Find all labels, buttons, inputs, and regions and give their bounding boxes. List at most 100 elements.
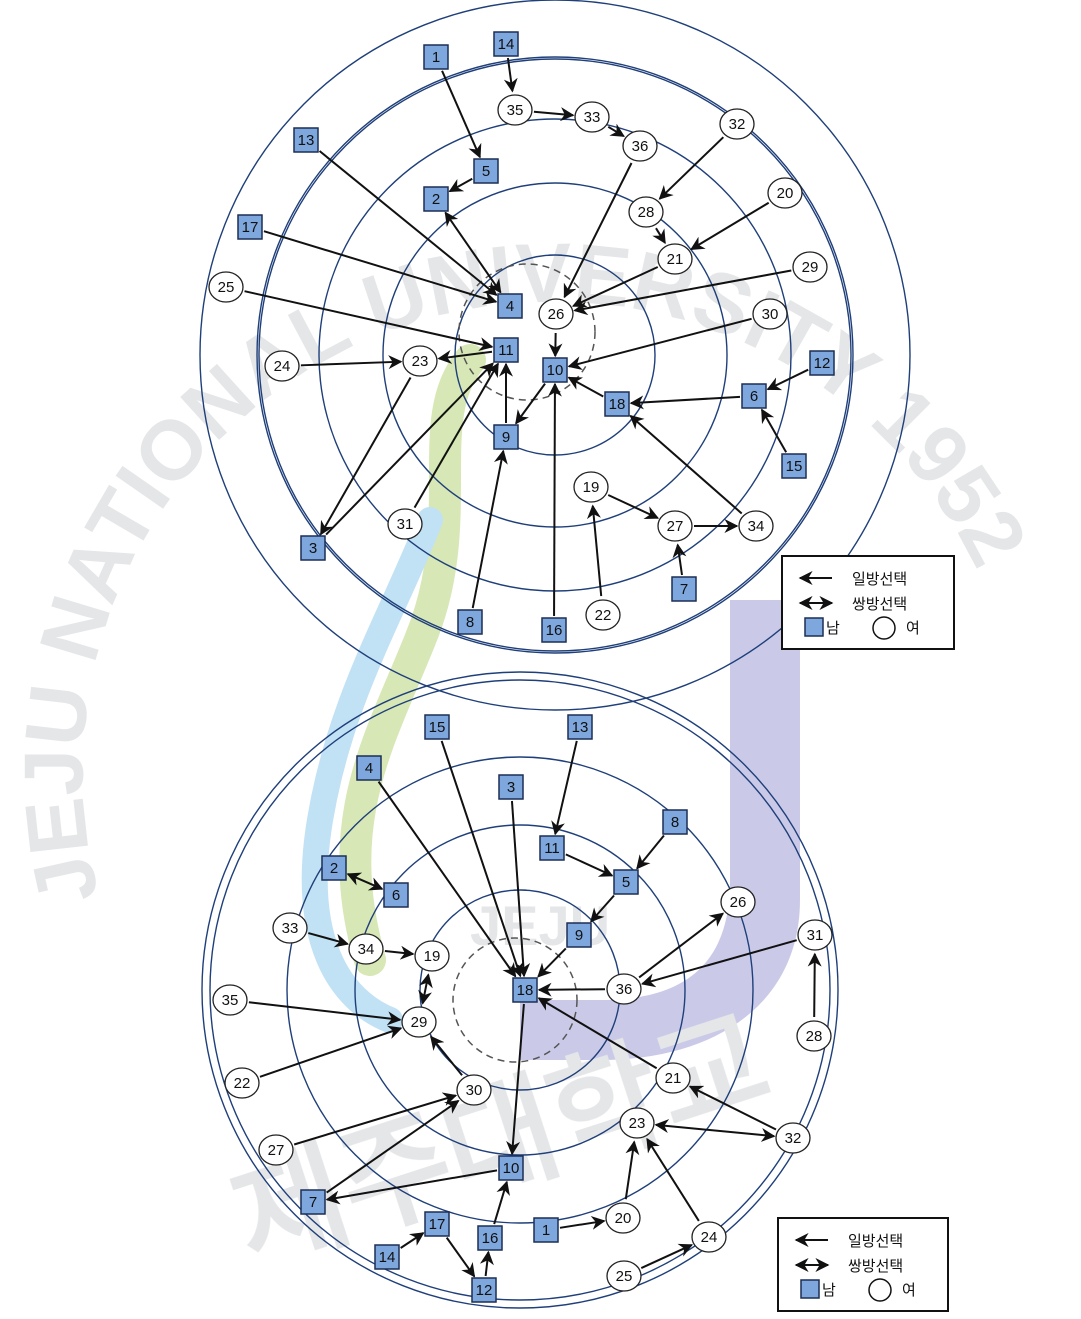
male-node-13: 13 <box>293 127 319 153</box>
male-node-12: 12 <box>471 1277 497 1303</box>
legend-one-way-label: 일방선택 <box>852 570 907 588</box>
node-number: 24 <box>701 1229 718 1246</box>
one-way-choice-edge <box>326 1100 460 1194</box>
female-node-23: 23 <box>402 345 438 377</box>
node-number: 13 <box>298 132 315 149</box>
female-node-20: 20 <box>605 1202 641 1234</box>
one-way-choice-edge <box>445 1237 476 1278</box>
female-circle <box>573 471 609 503</box>
female-node-27: 27 <box>657 510 693 542</box>
male-square <box>493 31 519 57</box>
one-way-choice-edge <box>807 952 822 1018</box>
male-node-15: 15 <box>424 714 450 740</box>
legend-female-swatch <box>872 616 896 640</box>
female-node-21: 21 <box>655 1062 691 1094</box>
male-square <box>383 882 409 908</box>
female-circle <box>792 251 828 283</box>
female-circle <box>619 1107 655 1139</box>
node-number: 11 <box>498 342 514 359</box>
female-circle <box>775 1122 811 1154</box>
node-number: 3 <box>309 540 317 557</box>
node-number: 17 <box>242 219 259 236</box>
one-way-choice-edge <box>259 1025 403 1078</box>
female-circle <box>657 510 693 542</box>
male-node-8: 8 <box>457 609 483 635</box>
one-way-choice-edge <box>638 912 725 979</box>
male-square <box>567 714 593 740</box>
one-way-choice-edge <box>547 382 562 617</box>
node-number: 36 <box>616 981 633 998</box>
ring <box>201 671 839 1309</box>
node-number: 8 <box>671 814 679 831</box>
node-number: 2 <box>330 860 338 877</box>
one-way-choice-edge <box>479 1250 494 1277</box>
ring <box>258 58 852 652</box>
female-node-28: 28 <box>628 196 664 228</box>
node-number: 33 <box>282 920 299 937</box>
legend-mutual-label: 쌍방선택 <box>852 595 907 613</box>
female-node-36: 36 <box>606 973 642 1005</box>
one-way-choice-edge <box>658 136 725 200</box>
node-number: 34 <box>748 518 765 535</box>
node-number: 36 <box>632 138 649 155</box>
node-number: 6 <box>392 887 400 904</box>
node-number: 22 <box>234 1075 251 1092</box>
female-node-30: 30 <box>456 1074 492 1106</box>
node-number: 12 <box>814 355 831 372</box>
female-node-26: 26 <box>720 886 756 918</box>
male-node-6: 6 <box>383 882 409 908</box>
female-circle <box>497 94 533 126</box>
node-number: 22 <box>595 607 612 624</box>
female-node-27: 27 <box>258 1134 294 1166</box>
node-number: 29 <box>802 259 819 276</box>
male-node-16: 16 <box>477 1225 503 1251</box>
node-number: 13 <box>572 719 589 736</box>
one-way-choice-edge <box>448 177 473 193</box>
one-way-choice-edge <box>571 266 659 308</box>
node-number: 30 <box>762 306 779 323</box>
one-way-choice-edge <box>244 290 494 351</box>
female-circle <box>606 973 642 1005</box>
male-square <box>604 391 630 417</box>
male-square <box>741 383 767 409</box>
female-circle <box>738 510 774 542</box>
female-circle <box>208 271 244 303</box>
one-way-choice-edge <box>308 932 350 948</box>
male-node-16: 16 <box>541 617 567 643</box>
one-way-choice-edge <box>471 449 508 609</box>
female-node-29: 29 <box>792 251 828 283</box>
node-number: 33 <box>584 109 601 126</box>
node-number: 10 <box>547 362 564 379</box>
male-square <box>671 576 697 602</box>
node-number: 25 <box>218 279 235 296</box>
watermark-green-swoosh <box>339 344 486 976</box>
male-node-9: 9 <box>493 424 519 450</box>
node-number: 1 <box>542 1222 550 1239</box>
female-node-32: 32 <box>719 108 755 140</box>
female-circle <box>258 1134 294 1166</box>
node-number: 27 <box>667 518 684 535</box>
male-node-3: 3 <box>300 535 326 561</box>
female-circle <box>456 1074 492 1106</box>
female-circle <box>538 298 574 330</box>
one-way-choice-edge <box>263 230 498 305</box>
one-way-choice-edge <box>629 414 743 515</box>
male-square <box>493 424 519 450</box>
one-way-choice-edge <box>565 853 614 877</box>
node-number: 24 <box>274 358 291 375</box>
watermark-purple-bar <box>520 600 800 1060</box>
male-square <box>300 1189 326 1215</box>
node-number: 6 <box>750 388 758 405</box>
node-number: 20 <box>615 1210 632 1227</box>
ring <box>209 679 831 1301</box>
male-node-13: 13 <box>567 714 593 740</box>
male-node-17: 17 <box>237 214 263 240</box>
one-way-choice-edge <box>537 997 658 1070</box>
female-circle <box>767 177 803 209</box>
female-circle <box>655 1062 691 1094</box>
one-way-choice-edge <box>607 123 625 138</box>
female-circle <box>720 886 756 918</box>
legend-female-label: 여 <box>902 1281 916 1299</box>
